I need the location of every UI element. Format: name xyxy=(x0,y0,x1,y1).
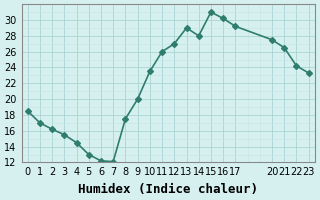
X-axis label: Humidex (Indice chaleur): Humidex (Indice chaleur) xyxy=(78,183,258,196)
